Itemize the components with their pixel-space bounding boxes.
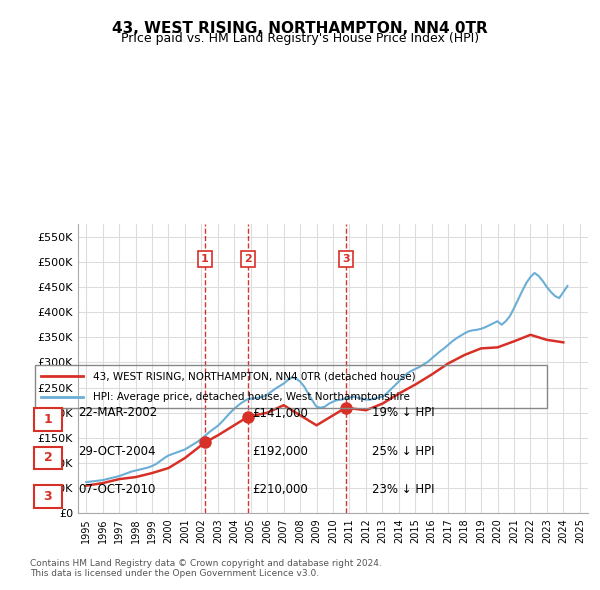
Text: 2: 2: [44, 451, 52, 464]
Text: 29-OCT-2004: 29-OCT-2004: [78, 445, 155, 458]
Text: HPI: Average price, detached house, West Northamptonshire: HPI: Average price, detached house, West…: [94, 392, 410, 402]
Text: 3: 3: [44, 490, 52, 503]
Text: 1: 1: [44, 413, 52, 426]
Text: £210,000: £210,000: [252, 483, 308, 496]
Text: £192,000: £192,000: [252, 445, 308, 458]
Text: £141,000: £141,000: [252, 407, 308, 419]
Text: 1: 1: [201, 254, 209, 264]
Text: 43, WEST RISING, NORTHAMPTON, NN4 0TR (detached house): 43, WEST RISING, NORTHAMPTON, NN4 0TR (d…: [94, 371, 416, 381]
Text: 22-MAR-2002: 22-MAR-2002: [78, 407, 157, 419]
Text: 23% ↓ HPI: 23% ↓ HPI: [372, 483, 434, 496]
FancyBboxPatch shape: [34, 485, 62, 507]
Text: Contains HM Land Registry data © Crown copyright and database right 2024.
This d: Contains HM Land Registry data © Crown c…: [30, 559, 382, 578]
Text: 07-OCT-2010: 07-OCT-2010: [78, 483, 155, 496]
Text: 43, WEST RISING, NORTHAMPTON, NN4 0TR: 43, WEST RISING, NORTHAMPTON, NN4 0TR: [112, 21, 488, 35]
Text: 3: 3: [342, 254, 349, 264]
FancyBboxPatch shape: [34, 447, 62, 469]
Text: 25% ↓ HPI: 25% ↓ HPI: [372, 445, 434, 458]
FancyBboxPatch shape: [34, 408, 62, 431]
Text: 19% ↓ HPI: 19% ↓ HPI: [372, 407, 434, 419]
Text: 2: 2: [244, 254, 252, 264]
Text: Price paid vs. HM Land Registry's House Price Index (HPI): Price paid vs. HM Land Registry's House …: [121, 32, 479, 45]
